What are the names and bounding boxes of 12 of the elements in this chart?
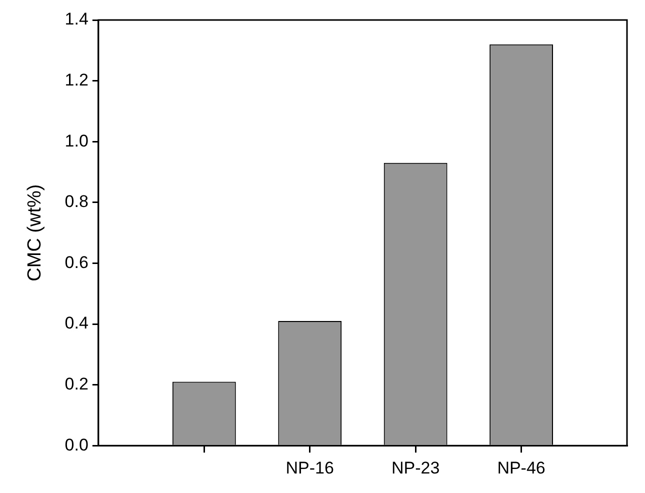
y-axis-title: CMC (wt%) bbox=[24, 184, 46, 282]
x-tick-label: NP-46 bbox=[497, 458, 546, 478]
y-tick-label: 1.2 bbox=[64, 70, 88, 90]
x-tick-label: NP-16 bbox=[286, 458, 334, 478]
y-tick-label: 0.8 bbox=[64, 192, 88, 212]
y-tick-label: 0.6 bbox=[64, 252, 88, 272]
x-tick-label: NP-23 bbox=[391, 458, 440, 478]
y-tick-label: 1.4 bbox=[64, 10, 88, 29]
y-tick-label: 0.0 bbox=[64, 435, 88, 454]
y-tick-label: 0.2 bbox=[64, 374, 88, 394]
y-tick-label: 1.0 bbox=[64, 131, 88, 150]
y-tick-label: 0.4 bbox=[64, 314, 88, 333]
